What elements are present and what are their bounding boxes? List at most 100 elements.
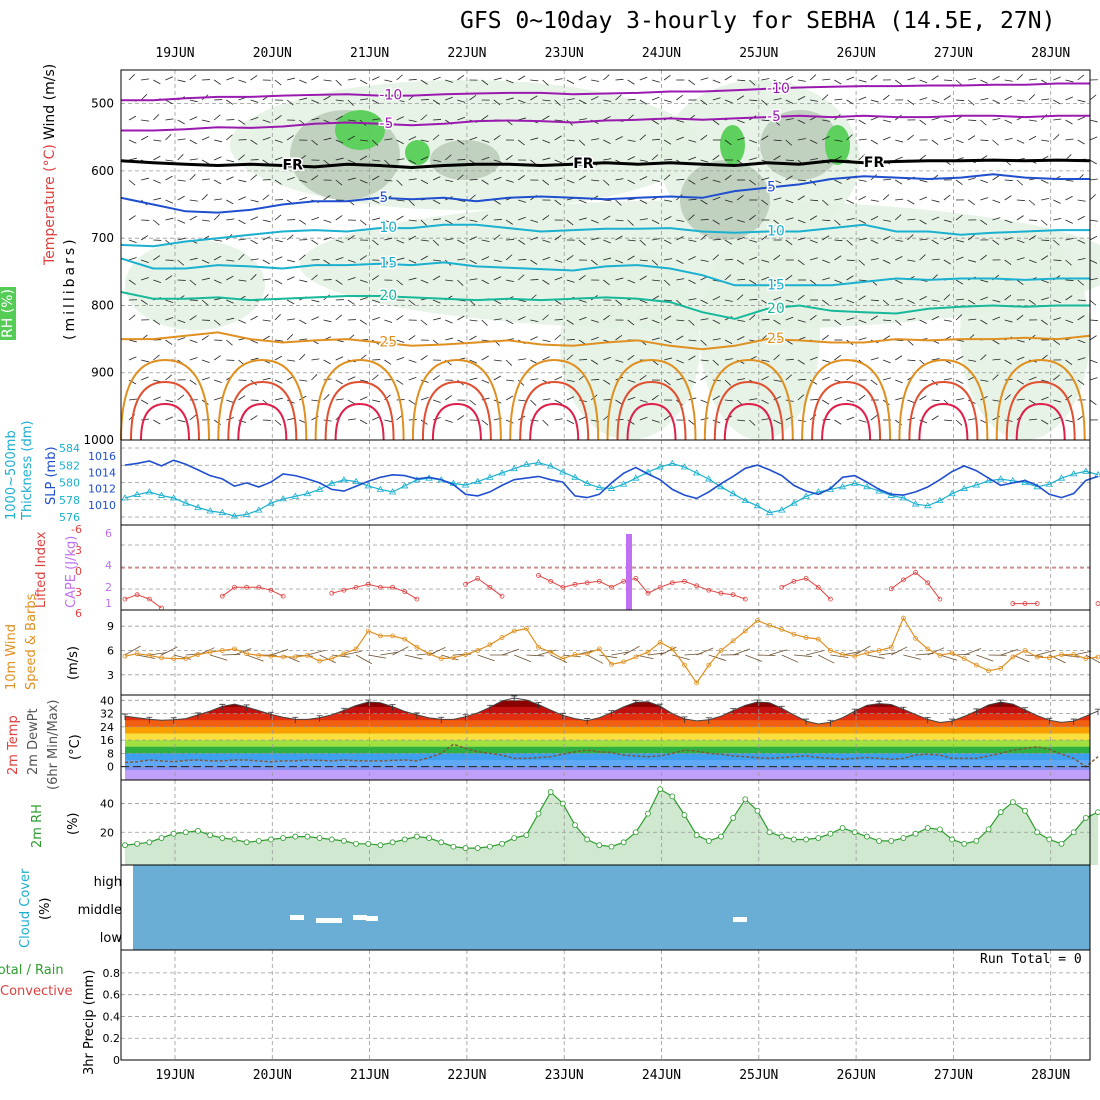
wind-barb <box>810 99 819 102</box>
wind-barb <box>1089 119 1098 123</box>
wind-barb <box>955 256 964 261</box>
diurnal-contour <box>723 402 774 441</box>
wind-barb <box>858 238 867 241</box>
temp-band <box>125 746 1090 754</box>
wind-barb <box>408 399 416 405</box>
wind-barb <box>809 139 818 144</box>
wind-barb <box>858 394 866 401</box>
wind-barb <box>651 138 660 141</box>
surface-wind-barb <box>477 654 495 662</box>
wind-barb <box>688 156 697 161</box>
wind-barb <box>785 316 794 321</box>
wind-barb <box>931 415 939 421</box>
wind-barb <box>603 356 611 361</box>
wind-speed-point <box>146 652 152 658</box>
diurnal-contour <box>626 402 677 441</box>
rh-point <box>912 830 919 837</box>
wind-speed-point <box>1059 652 1064 657</box>
wind-barb <box>785 239 793 246</box>
wind-barb <box>481 419 489 426</box>
wind-barb <box>919 319 927 324</box>
wind-barb <box>554 135 562 141</box>
wind-barb <box>286 234 294 241</box>
temp-minmax-mark <box>1095 708 1100 716</box>
surface-wind-barb <box>380 651 399 656</box>
wind-barb <box>931 299 940 302</box>
thickness-point <box>242 510 251 517</box>
temp-band <box>125 770 1090 780</box>
date-label: 27JUN <box>933 46 973 61</box>
wind-barb <box>627 319 635 326</box>
wind-barb <box>1041 396 1049 401</box>
wind-barb <box>1053 299 1062 304</box>
wind-barb <box>457 315 465 321</box>
wind-barb <box>956 298 965 301</box>
wind-barb <box>1077 299 1086 301</box>
wind-barb <box>688 179 696 185</box>
isotherm-label: 25 <box>767 331 785 347</box>
wind-barb <box>664 258 673 261</box>
wind-barb <box>493 219 502 221</box>
wind-barb <box>809 379 818 385</box>
wind-barb <box>542 314 549 321</box>
wind-barb <box>262 219 271 223</box>
wind-barb <box>566 419 575 425</box>
date-label: 26JUN <box>836 46 876 61</box>
wind-barb <box>201 178 210 181</box>
diurnal-contour <box>606 358 697 441</box>
wind-barb <box>749 398 758 401</box>
surface-wind-barb <box>891 646 908 656</box>
surface-wind-barb <box>745 654 763 662</box>
wind-barb <box>177 195 185 201</box>
temp-minmax-mark <box>900 706 907 714</box>
cape-point <box>621 578 627 584</box>
thickness-point <box>401 482 409 489</box>
wind-barb <box>591 219 599 224</box>
wind-barb <box>724 258 733 261</box>
wind-barb <box>846 299 855 304</box>
wind-barb <box>177 394 185 401</box>
wind-barb <box>858 119 866 125</box>
thickness-point <box>778 506 786 513</box>
wind-barb <box>457 74 465 81</box>
wind-barb <box>688 298 697 301</box>
wind-barb <box>372 399 381 403</box>
temp-minmax-mark <box>803 718 810 726</box>
cloud-gap <box>290 915 304 920</box>
wind-barb <box>299 379 308 382</box>
wind-barb <box>299 319 307 325</box>
wind-barb <box>396 139 404 145</box>
surface-wind-barb <box>222 653 241 656</box>
surface-wind-barb <box>331 654 350 658</box>
wind-barb <box>359 379 368 383</box>
wind-barb <box>980 219 988 226</box>
wind-speed-point <box>1095 654 1100 660</box>
wind-barb <box>530 236 539 241</box>
surface-wind-barb <box>964 648 982 656</box>
wind-barb <box>627 255 635 261</box>
cape-tick: 2 <box>105 581 112 594</box>
wind-barb <box>408 299 416 306</box>
wind-barb <box>688 214 695 221</box>
li-tick: 3 <box>75 586 82 599</box>
wind-barb <box>700 99 708 106</box>
rh-point <box>864 833 870 840</box>
isotherm-0 <box>120 158 1091 170</box>
wind-barb <box>882 335 891 341</box>
wind-barb <box>822 359 831 363</box>
wind-barb <box>749 139 757 144</box>
pressure-tick-label: 1000 <box>83 433 114 447</box>
rh-point <box>827 830 834 837</box>
thickness-point <box>169 494 178 501</box>
wind-barb <box>724 216 733 221</box>
date-label: 21JUN <box>350 1068 390 1083</box>
wind-barb <box>201 277 210 281</box>
wind-barb <box>736 336 745 341</box>
surface-wind-barb <box>623 645 640 656</box>
wind-barb <box>201 377 210 381</box>
wind-barb <box>469 179 478 181</box>
wind-barb <box>335 279 343 285</box>
date-label: 20JUN <box>252 46 292 61</box>
thickness-point <box>619 480 628 487</box>
thickness-point <box>680 463 689 470</box>
